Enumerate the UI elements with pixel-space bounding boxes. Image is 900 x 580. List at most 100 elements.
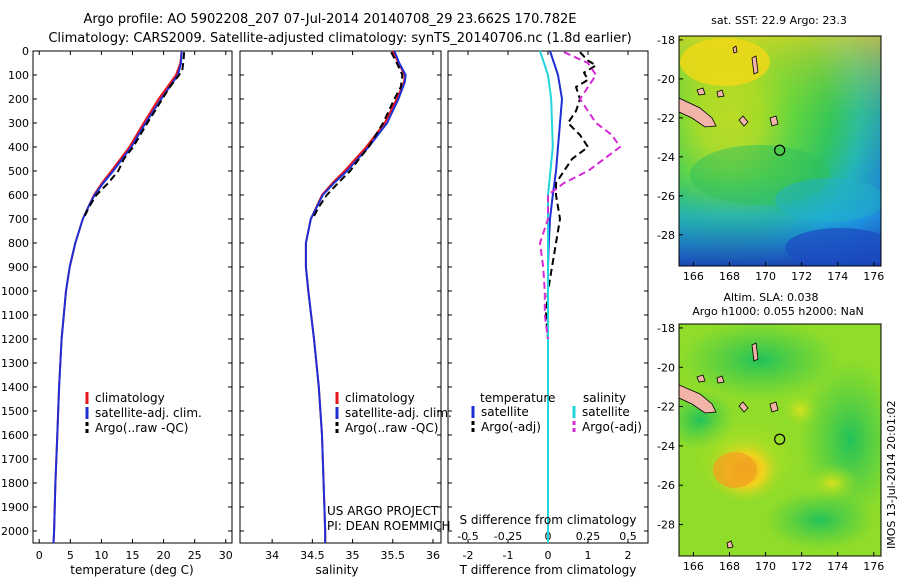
depth-tick-label: 1600	[1, 429, 29, 442]
salinity-axes	[239, 50, 442, 544]
legend-sal-argo-label: Argo(-adj)	[582, 420, 642, 434]
salinity-xtick-label: 34.5	[300, 549, 325, 562]
salinity-series-line	[304, 50, 407, 543]
depth-tick-label: 900	[8, 261, 29, 274]
legend-salinity: climatology satellite-adj. clim. Argo(..…	[335, 391, 452, 435]
sla-lon-tick-label: 168	[719, 560, 740, 573]
depth-tick-label: 300	[8, 117, 29, 130]
salinity-xtick-label: 36	[426, 549, 440, 562]
legend-salinity-header: salinity	[583, 391, 626, 405]
legend-satellite-label: satellite-adj. clim.	[345, 406, 452, 420]
temperature-series-line	[52, 50, 183, 544]
salinity-panel: 34 34.5 35 35.5 36	[240, 50, 441, 562]
legend-argo-label: Argo(..raw -QC)	[345, 421, 438, 435]
salinity-diff-xtick-label: -0.5	[457, 530, 478, 543]
timestamp-stamp: IMOS 13-Jul-2014 20:01:02	[885, 400, 898, 549]
difference-xlabel: T difference from climatology	[459, 563, 637, 577]
sla-map-title-line2: Argo h1000: 0.055 h2000: NaN	[692, 305, 864, 318]
sst-lat-tick-label: -20	[657, 73, 675, 86]
salinity-diff-xtick-label: 0.25	[576, 530, 601, 543]
salinity-xlabel: salinity	[315, 563, 358, 577]
sla-map-title-line1: Altim. SLA: 0.038	[723, 291, 818, 304]
sla-lon-tick-label: 172	[791, 560, 812, 573]
legend-climatology-label: climatology	[345, 391, 415, 405]
sst-argo-marker	[774, 144, 786, 156]
depth-tick-label: 100	[8, 69, 29, 82]
depth-tick-label: 2000	[1, 525, 29, 538]
salinity-xtick-label: 34	[265, 549, 279, 562]
salinity-xtick-label: 35.5	[381, 549, 406, 562]
sst-lat-tick-label: -24	[657, 151, 675, 164]
difference-series-line	[547, 50, 563, 531]
depth-tick-label: 0	[22, 45, 29, 58]
difference-xtick-label: 1	[585, 549, 592, 562]
difference-xtick-label: 2	[625, 549, 632, 562]
sla-map-frame	[678, 323, 882, 557]
difference-xtick-label: -2	[463, 549, 474, 562]
sla-lat-tick-label: -28	[657, 519, 675, 532]
temperature-series-line	[82, 52, 186, 220]
sla-map	[679, 324, 881, 556]
sst-lon-tick-label: 172	[791, 270, 812, 283]
sst-lon-tick-label: 166	[683, 270, 704, 283]
difference-series-line	[539, 50, 554, 543]
sst-lat-tick-label: -26	[657, 190, 675, 203]
difference-panel: -2 -1 0 1 2-0.5 -0.25 0 0.25 0.5	[448, 50, 648, 562]
sst-map-frame	[678, 35, 882, 267]
salinity-diff-xtick-label: -0.25	[494, 530, 522, 543]
sst-lon-tick-label: 174	[827, 270, 848, 283]
sla-argo-marker	[774, 433, 786, 445]
depth-tick-label: 600	[8, 189, 29, 202]
temperature-xtick-label: 30	[219, 549, 233, 562]
depth-tick-label: 1500	[1, 405, 29, 418]
sla-lon-tick-label: 174	[827, 560, 848, 573]
sst-lon-tick-label: 168	[719, 270, 740, 283]
sla-lon-tick-label: 170	[755, 560, 776, 573]
legend-temperature-header: temperature	[480, 391, 555, 405]
temperature-panel: 0100200300400500600700800900100011001200…	[1, 45, 233, 562]
sla-lat-tick-label: -22	[657, 401, 675, 414]
sst-map	[679, 36, 881, 266]
sst-map-ticks: 166 168 170 172 174 176 -18 -20 -22 -24 -26 -28	[657, 34, 884, 283]
depth-tick-label: 1300	[1, 357, 29, 370]
difference-xtick-label: 0	[545, 549, 552, 562]
temperature-xtick-label: 0	[36, 549, 43, 562]
legend-climatology-label: climatology	[95, 391, 165, 405]
sla-lat-tick-label: -24	[657, 440, 675, 453]
sla-lat-tick-label: -26	[657, 479, 675, 492]
sst-lat-tick-label: -22	[657, 112, 675, 125]
sla-lon-tick-label: 176	[863, 560, 884, 573]
depth-tick-label: 1700	[1, 453, 29, 466]
figure-title-line2: Climatology: CARS2009. Satellite-adjuste…	[48, 31, 631, 46]
credit-line1: US ARGO PROJECT	[327, 504, 439, 518]
sla-lon-tick-label: 166	[683, 560, 704, 573]
sla-lat-tick-label: -18	[657, 322, 675, 335]
temperature-xtick-label: 15	[126, 549, 140, 562]
depth-tick-label: 400	[8, 141, 29, 154]
difference-xlabel-salinity: S difference from climatology	[460, 513, 637, 527]
depth-tick-label: 500	[8, 165, 29, 178]
legend-temperature: climatology satellite-adj. clim. Argo(..…	[85, 391, 202, 435]
temperature-xtick-label: 25	[188, 549, 202, 562]
sst-lon-tick-label: 170	[755, 270, 776, 283]
salinity-series-line	[311, 51, 404, 220]
legend-difference: temperature salinity satellite Argo(-adj…	[471, 391, 642, 434]
temperature-xtick-label: 5	[67, 549, 74, 562]
difference-series-line	[545, 51, 597, 423]
legend-sal-satellite-label: satellite	[582, 405, 630, 419]
depth-tick-label: 1400	[1, 381, 29, 394]
depth-tick-label: 1900	[1, 501, 29, 514]
salinity-diff-xtick-label: 0.5	[619, 530, 637, 543]
depth-tick-label: 200	[8, 93, 29, 106]
sst-lat-tick-label: -28	[657, 229, 675, 242]
sst-map-title: sat. SST: 22.9 Argo: 23.3	[711, 14, 847, 27]
temperature-xtick-label: 10	[94, 549, 108, 562]
depth-tick-label: 800	[8, 237, 29, 250]
sst-lat-tick-label: -18	[657, 34, 675, 47]
difference-xtick-label: -1	[503, 549, 514, 562]
legend-temp-satellite-label: satellite	[481, 405, 529, 419]
sla-map-ticks: 166 168 170 172 174 176 -18 -20 -22 -24 -26 -28	[657, 322, 884, 573]
salinity-xtick-label: 35	[346, 549, 360, 562]
depth-tick-label: 1000	[1, 285, 29, 298]
